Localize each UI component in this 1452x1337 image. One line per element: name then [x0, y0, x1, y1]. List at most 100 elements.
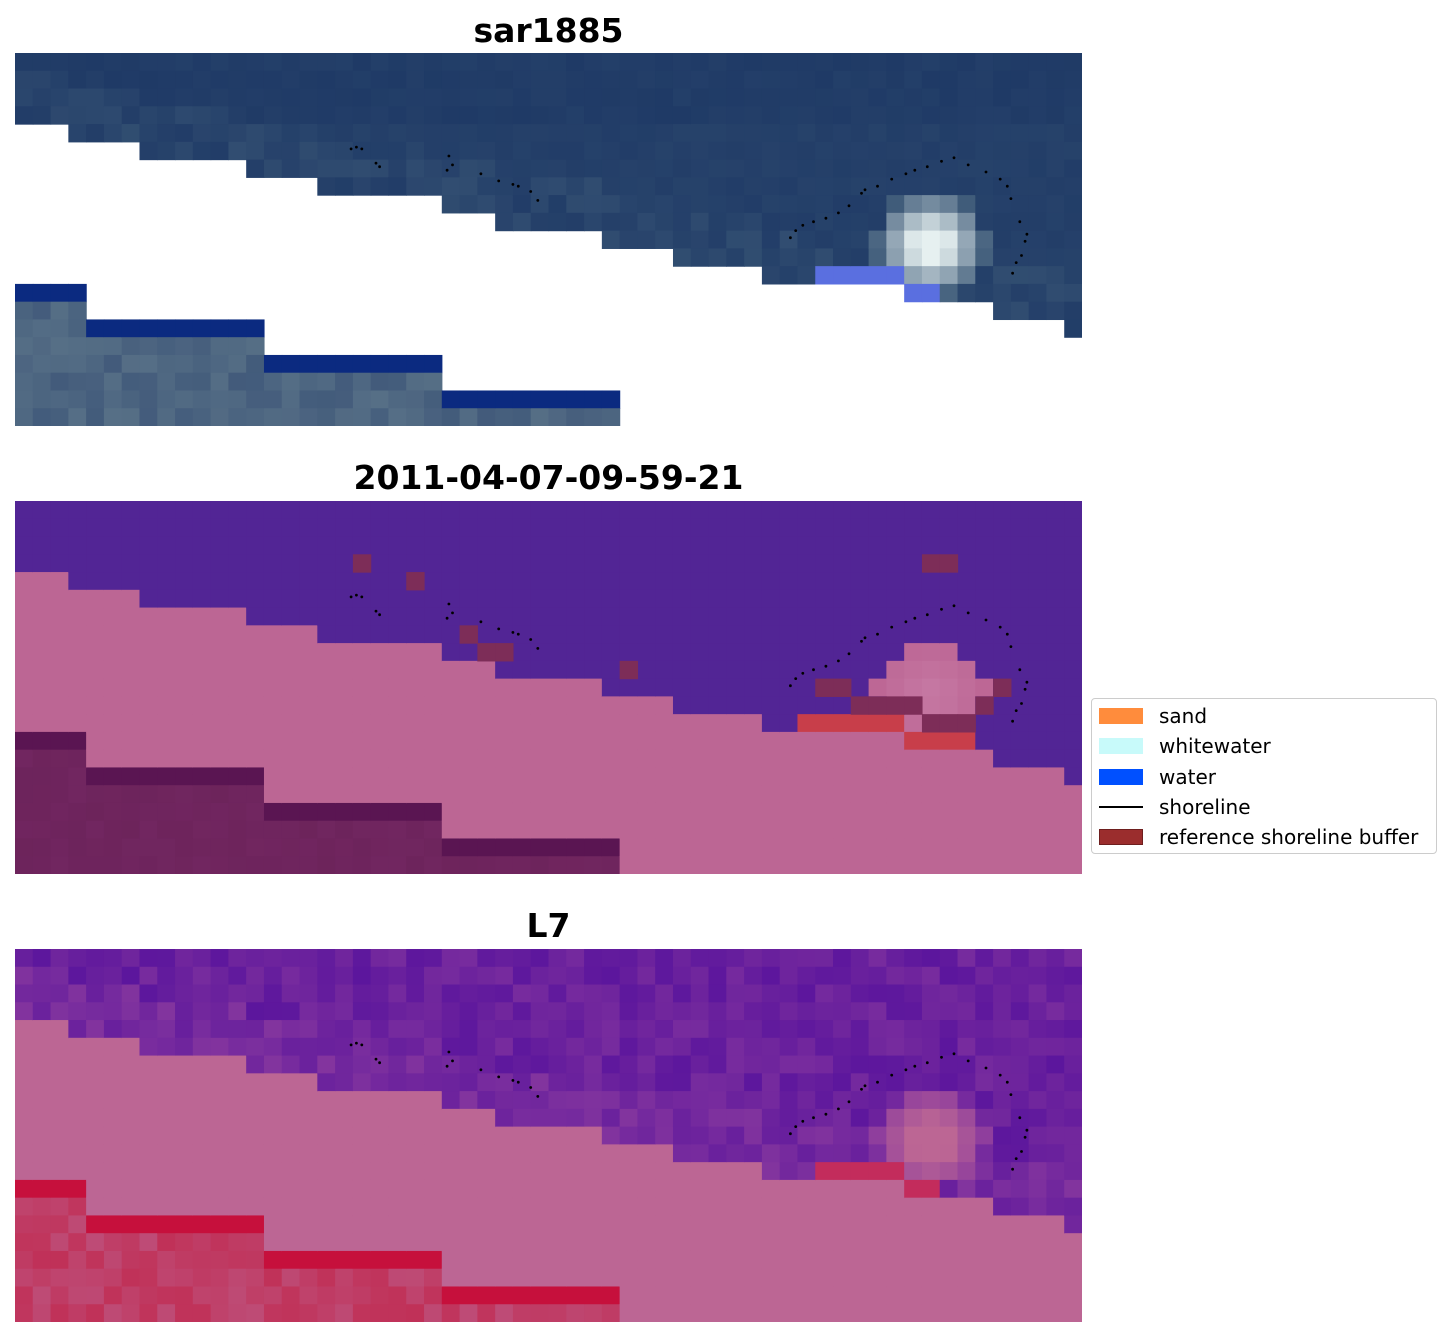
shoreline-point — [940, 1055, 943, 1059]
index-pixel — [619, 1073, 639, 1092]
class-pixel — [708, 643, 727, 662]
shoreline-point — [497, 179, 501, 183]
index-pixel — [210, 949, 229, 968]
index-pixel — [103, 1286, 123, 1305]
index-pixel — [495, 1108, 514, 1128]
index-pixel — [263, 1250, 283, 1270]
class-pixel — [512, 731, 532, 751]
class-pixel — [993, 785, 1012, 804]
shoreline-point — [1014, 709, 1018, 712]
legend-label-sand: sand — [1159, 704, 1208, 728]
shoreline-point — [355, 1041, 358, 1045]
index-pixel — [548, 1037, 567, 1057]
index-pixel — [210, 1179, 229, 1199]
index-pixel — [779, 1233, 799, 1252]
class-pixel — [939, 678, 959, 697]
class-pixel — [797, 802, 816, 822]
class-pixel — [744, 554, 763, 573]
index-pixel — [424, 1286, 443, 1305]
index-pixel — [797, 1144, 816, 1163]
rgb-pixel — [103, 408, 123, 426]
index-pixel — [708, 1286, 727, 1305]
class-pixel — [477, 536, 496, 555]
class-pixel — [121, 802, 141, 822]
index-pixel — [335, 1126, 354, 1145]
rgb-pixel — [619, 230, 639, 249]
class-pixel — [672, 856, 692, 874]
index-pixel — [495, 1073, 514, 1092]
class-pixel — [815, 696, 834, 715]
class-pixel — [441, 643, 461, 662]
class-pixel — [157, 838, 176, 857]
class-pixel — [139, 518, 158, 538]
panel-title-1: sar1885 — [473, 11, 624, 50]
index-pixel — [68, 1197, 87, 1217]
index-pixel — [975, 949, 994, 968]
rgb-pixel — [32, 390, 52, 409]
rgb-pixel — [921, 159, 941, 178]
rgb-pixel — [263, 88, 283, 107]
buffer-pixel — [406, 572, 425, 591]
class-pixel — [939, 589, 959, 609]
rgb-pixel — [352, 372, 372, 392]
class-pixel — [1046, 802, 1065, 822]
index-pixel — [530, 1055, 550, 1074]
rgb-pixel — [352, 354, 372, 374]
rgb-pixel — [139, 408, 158, 426]
index-pixel — [263, 1304, 283, 1322]
class-pixel — [566, 589, 585, 609]
index-pixel — [548, 949, 567, 968]
index-pixel — [175, 1144, 194, 1163]
class-pixel — [317, 678, 336, 697]
class-pixel — [1010, 589, 1030, 609]
index-pixel — [352, 984, 372, 1003]
class-pixel — [388, 767, 407, 786]
index-pixel — [441, 1037, 461, 1057]
class-pixel — [993, 838, 1012, 857]
class-pixel — [317, 625, 336, 644]
index-pixel — [993, 1091, 1012, 1110]
class-pixel — [1010, 554, 1030, 573]
class-pixel — [246, 501, 265, 520]
rgb-pixel — [68, 337, 87, 356]
class-pixel — [406, 696, 425, 715]
index-pixel — [15, 1233, 34, 1252]
rgb-pixel — [868, 248, 887, 267]
class-pixel — [548, 856, 567, 874]
class-pixel — [281, 802, 301, 822]
index-pixel — [761, 1162, 781, 1181]
index-pixel — [530, 1126, 550, 1145]
index-pixel — [299, 1020, 318, 1039]
rgb-pixel — [637, 195, 656, 214]
classified-image — [15, 501, 1082, 874]
index-pixel — [655, 1179, 674, 1199]
class-pixel — [352, 785, 372, 804]
class-pixel — [619, 643, 639, 662]
panel-title-3: L7 — [526, 906, 571, 945]
rgb-pixel — [672, 195, 692, 214]
rgb-pixel — [495, 159, 514, 178]
index-pixel — [744, 1108, 763, 1128]
class-pixel — [317, 589, 336, 609]
index-pixel — [388, 1126, 407, 1145]
index-pixel — [335, 1144, 354, 1163]
class-pixel — [637, 838, 656, 857]
index-pixel — [157, 1286, 176, 1305]
index-pixel — [477, 1091, 496, 1110]
class-pixel — [512, 660, 532, 680]
index-pixel — [175, 1126, 194, 1145]
class-pixel — [15, 767, 34, 786]
index-pixel — [868, 966, 887, 986]
index-pixel — [406, 1179, 425, 1199]
index-pixel — [335, 949, 354, 968]
class-pixel — [708, 625, 727, 644]
index-pixel — [566, 1108, 585, 1128]
index-pixel — [424, 1055, 443, 1074]
index-pixel — [815, 1286, 834, 1305]
index-pixel — [566, 1091, 585, 1110]
rgb-pixel — [904, 124, 923, 143]
rgb-pixel — [761, 124, 781, 143]
index-pixel — [1010, 1073, 1030, 1092]
class-pixel — [263, 749, 283, 769]
rgb-pixel — [1064, 53, 1082, 72]
